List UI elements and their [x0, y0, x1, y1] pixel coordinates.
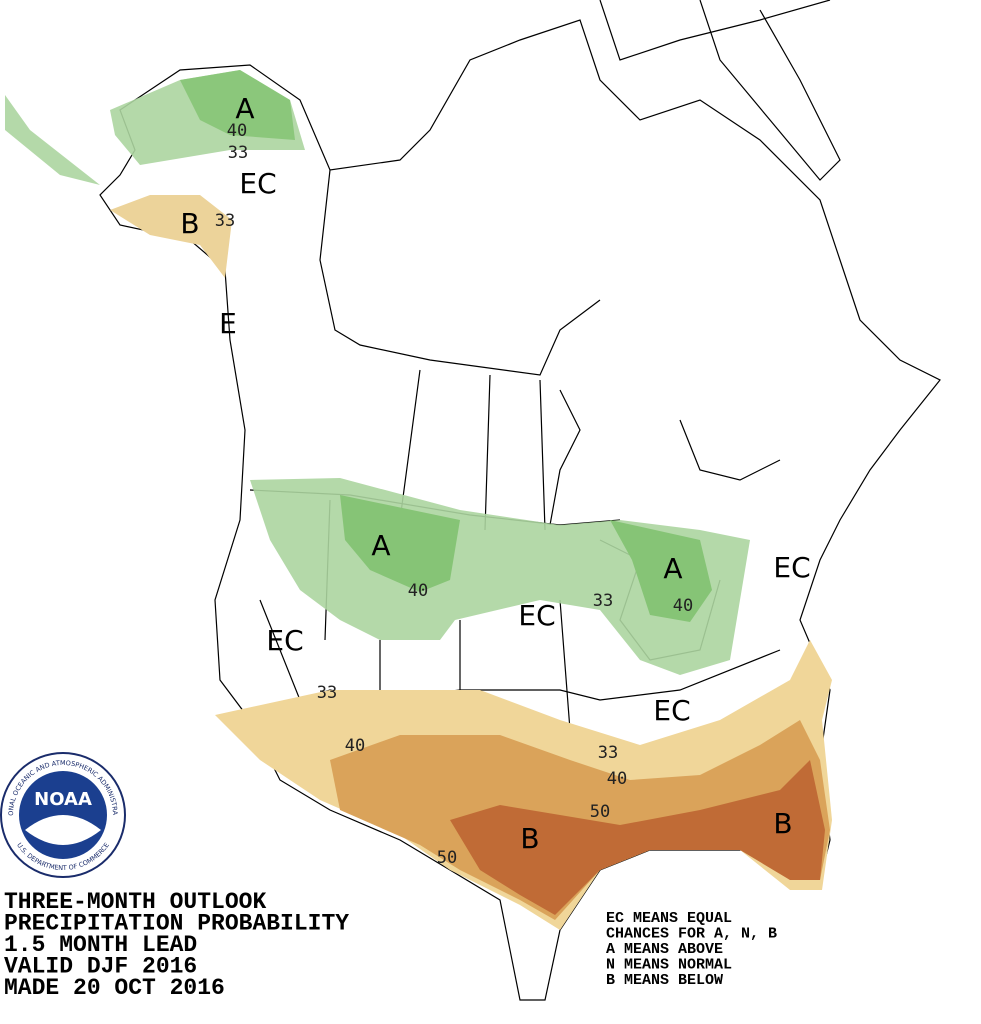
region-label: A — [235, 92, 254, 125]
contour-label: 40 — [607, 769, 627, 789]
contour-label: 33 — [228, 143, 248, 163]
legend-line: A MEANS ABOVE — [606, 941, 723, 958]
region-label: EC — [518, 599, 555, 632]
contour-label: 40 — [345, 736, 365, 756]
contour-label: 33 — [317, 683, 337, 703]
contour-label: 50 — [590, 802, 610, 822]
contour-label: 50 — [437, 848, 457, 868]
contour-label: 33 — [593, 591, 613, 611]
legend-line: CHANCES FOR A, N, B — [606, 926, 777, 943]
above-33 — [5, 95, 100, 185]
region-label: E — [219, 307, 237, 340]
contour-label: 40 — [673, 596, 693, 616]
region-label: A — [663, 552, 682, 585]
above-40 — [180, 70, 295, 140]
above-40 — [610, 520, 712, 622]
contour-label: 33 — [215, 211, 235, 231]
caption-line: 1.5 MONTH LEAD — [4, 932, 197, 958]
region-label: EC — [773, 551, 810, 584]
region-label: B — [773, 807, 792, 840]
contour-label: 40 — [408, 581, 428, 601]
contour-label: 40 — [227, 121, 247, 141]
region-label: B — [180, 207, 199, 240]
legend-line: B MEANS BELOW — [606, 972, 723, 989]
caption-line: VALID DJF 2016 — [4, 954, 197, 980]
region-label: EC — [239, 167, 276, 200]
below-50 — [450, 760, 825, 915]
region-label: A — [371, 529, 390, 562]
logo-name: NOAA — [34, 789, 92, 810]
caption-line: THREE-MONTH OUTLOOK — [4, 889, 266, 915]
region-label: EC — [266, 624, 303, 657]
region-label: EC — [653, 694, 690, 727]
legend-line: N MEANS NORMAL — [606, 957, 732, 974]
above-40 — [340, 495, 460, 592]
region-labels: A EC B E A EC EC A EC EC B B — [180, 92, 810, 855]
legend-line: EC MEANS EQUAL — [606, 910, 732, 927]
caption-line: MADE 20 OCT 2016 — [4, 975, 225, 1001]
region-label: B — [520, 822, 539, 855]
caption-line: PRECIPITATION PROBABILITY — [4, 911, 349, 937]
below-33 — [110, 195, 232, 278]
shading — [5, 70, 832, 930]
contour-label: 33 — [598, 743, 618, 763]
logo-gull — [25, 815, 101, 845]
